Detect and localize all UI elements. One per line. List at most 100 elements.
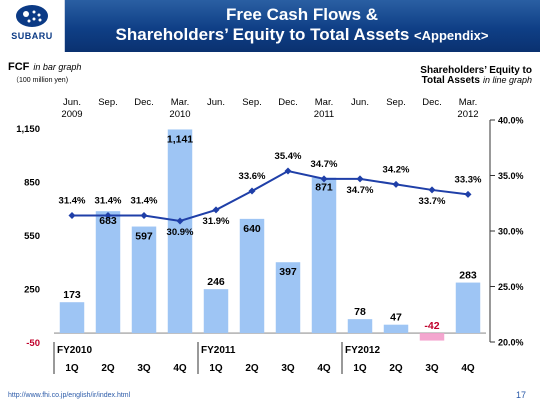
period-label: Sep. [242,97,262,108]
fcf-bar-label: 246 [207,276,225,288]
fcf-bar-label: 173 [63,289,81,301]
slide-title: Free Cash Flows & Shareholders’ Equity t… [64,5,540,46]
right-legend-label: Total Assets [422,75,481,86]
equity-ratio-label: 33.6% [239,171,266,182]
equity-ratio-label: 34.7% [311,159,338,170]
subaru-logo: SUBARU [0,0,65,52]
period-label: Mar. [315,97,333,108]
fcf-bars [59,129,481,341]
right-axis-tick-label: 35.0% [498,171,524,181]
right-axis-tick-label: 40.0% [498,116,524,126]
equity-ratio-marker [248,187,256,195]
equity-ratio-marker [212,206,220,214]
period-year-label: 2009 [61,109,82,120]
left-axis-tick-label: 250 [24,284,40,295]
fcf-bar [455,282,481,334]
period-label: Jun. [63,97,81,108]
equity-ratio-marker [428,186,436,194]
title-appendix: <Appendix> [414,28,489,43]
equity-ratio-label: 33.3% [455,174,482,185]
title-line-2: Shareholders’ Equity to Total Assets <Ap… [64,25,540,46]
period-label: Jun. [207,97,225,108]
right-axis-tick-label: 20.0% [498,338,524,348]
equity-ratio-label: 31.9% [203,216,230,227]
quarter-label: 3Q [425,363,439,374]
fcf-bar [419,333,445,341]
equity-ratio-marker [68,211,76,219]
left-legend-note: in bar graph [33,62,81,72]
period-label: Dec. [134,97,154,108]
period-year-label: 2012 [457,109,478,120]
fcf-bar [167,129,193,334]
equity-ratio-marker [140,211,148,219]
fcf-bar [383,324,409,334]
fcf-bar [131,226,157,334]
fcf-bar [95,211,121,334]
chart-text-layer: FCF in bar graph （100 million yen) Sharehol… [8,61,532,374]
quarter-label: 4Q [317,363,331,374]
title-line-1: Free Cash Flows & [225,5,379,24]
fcf-bar-label: 640 [243,223,261,235]
fcf-bar-label: 397 [279,266,297,278]
logo-text: SUBARU [11,31,53,41]
quarter-label: 2Q [101,363,115,374]
left-axis-tick-label: 1,150 [16,124,40,135]
equity-ratio-line [68,167,472,225]
period-label: Mar. [171,97,189,108]
quarter-label: 1Q [65,363,79,374]
equity-ratio-label: 31.4% [131,195,158,206]
right-legend-note: in line graph [483,75,532,85]
equity-ratio-label: 31.4% [95,195,122,206]
quarter-label: 1Q [209,363,223,374]
right-axis-tick-label: 30.0% [498,227,524,237]
equity-ratio-label: 33.7% [419,196,446,207]
subaru-star-icon [16,5,48,27]
period-label: Dec. [278,97,298,108]
equity-ratio-label: 30.9% [167,227,194,238]
fcf-equity-chart: FCF in bar graph （100 million yen) Sharehol… [8,61,532,374]
fcf-bar-label: 597 [135,231,153,243]
equity-ratio-label: 35.4% [275,151,302,162]
fcf-bar [347,319,373,334]
left-axis-tick-label: -50 [26,338,40,349]
equity-ratio-marker [392,180,400,188]
period-label: Mar. [459,97,477,108]
fcf-bar-label: -42 [424,320,439,332]
fcf-bar [239,218,265,334]
chart-static-layer [53,119,495,374]
left-legend-label: FCF [8,61,30,73]
period-label: Sep. [98,97,118,108]
right-axis-tick-label: 25.0% [498,282,524,292]
quarter-label: 2Q [245,363,259,374]
equity-ratio-polyline [72,170,469,223]
equity-ratio-marker [320,175,328,183]
fcf-bar-label: 683 [99,215,117,227]
left-axis-tick-label: 850 [24,177,40,188]
equity-ratio-marker [464,190,472,198]
fcf-bar [311,177,337,334]
period-year-label: 2010 [169,109,190,120]
fcf-bar [275,262,301,334]
quarter-label: 4Q [173,363,187,374]
period-year-label: 2011 [314,109,334,120]
quarter-label: 1Q [353,363,367,374]
period-label: Jun. [351,97,369,108]
equity-ratio-label: 34.2% [383,164,410,175]
quarter-label: 2Q [389,363,403,374]
equity-ratio-marker [356,175,364,183]
page-number: 17 [515,390,526,400]
fcf-bar [59,302,85,334]
equity-ratio-marker [284,167,292,175]
left-legend-text: FCF in bar graph [8,61,81,73]
fcf-bar-label: 1,141 [167,133,193,145]
fiscal-year-label: FY2011 [201,345,236,356]
fcf-bar [203,289,229,334]
right-legend-line-2: Total Assets in line graph [422,75,532,86]
quarter-label: 3Q [137,363,151,374]
slide-header: SUBARU Free Cash Flows & Shareholders’ E… [0,0,540,52]
fcf-bar-label: 78 [354,306,366,318]
left-axis-unit: （100 million yen) [12,76,68,84]
quarter-label: 4Q [461,363,475,374]
equity-ratio-label: 34.7% [347,185,374,196]
period-label: Dec. [422,97,442,108]
